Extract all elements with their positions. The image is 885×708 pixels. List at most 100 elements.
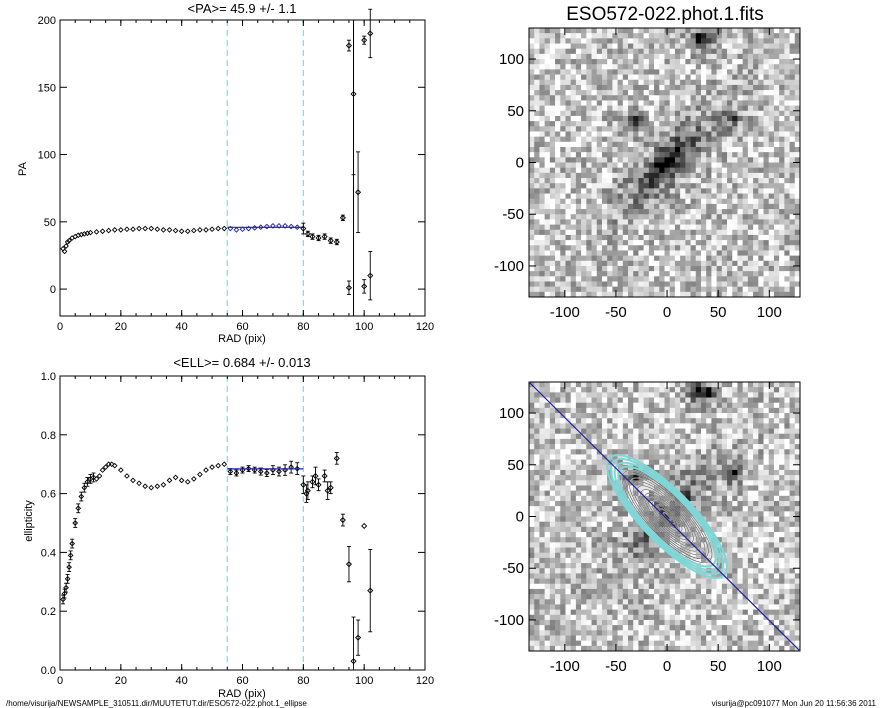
isophote-contour-edge bbox=[651, 500, 683, 533]
pa-outer-point bbox=[315, 234, 322, 242]
galaxy-image-panel: ESO572-022.phot.1.fits -100 -50 0 50 100 -100… bbox=[494, 4, 801, 321]
contour-image-xtick-label: 0 bbox=[663, 658, 671, 675]
ell-outer-point bbox=[327, 484, 334, 491]
footer-timestamp: visurija@pc091077 Mon Jun 20 11:56:36 20… bbox=[712, 699, 877, 708]
ell-profile-point bbox=[78, 493, 85, 500]
ell-profile-point bbox=[105, 461, 112, 468]
pa-profile-point bbox=[63, 243, 69, 249]
ell-fit-point bbox=[276, 468, 282, 475]
pa-profile-point bbox=[215, 225, 222, 232]
pa-profile-point bbox=[172, 227, 179, 234]
pa-profile-point bbox=[203, 227, 209, 233]
isophote-contour-edge bbox=[659, 508, 675, 525]
pa-profile-point bbox=[221, 225, 228, 232]
pa-ytick-label: 100 bbox=[38, 150, 56, 162]
ell-profile-point bbox=[84, 479, 91, 485]
ell-outer-point bbox=[339, 517, 346, 524]
isophote-contour-edge bbox=[648, 496, 687, 537]
ell-profile-point bbox=[166, 477, 173, 484]
ell-outer-point bbox=[312, 472, 319, 479]
pa-outer-point bbox=[361, 283, 368, 290]
pa-xtick-label: 20 bbox=[115, 321, 127, 333]
image-pixels bbox=[529, 28, 801, 298]
pa-profile-point bbox=[105, 227, 112, 234]
contour-image-ytick-label: 50 bbox=[507, 457, 524, 474]
pa-fit-point bbox=[276, 223, 282, 229]
ell-profile-point bbox=[197, 471, 203, 478]
pa-xtick-label: 60 bbox=[236, 321, 248, 333]
pa-profile-point bbox=[61, 248, 68, 255]
pa-profile-point bbox=[197, 227, 203, 233]
pa-profile-point bbox=[99, 228, 106, 235]
pa-profile-point bbox=[142, 225, 149, 232]
pa-outer-point bbox=[300, 225, 307, 232]
ell-profile-point bbox=[99, 467, 106, 473]
pa-plot-ylabel: PA bbox=[17, 161, 29, 176]
ell-ytick-label: 1.0 bbox=[41, 371, 56, 383]
contour-image-ytick-label: 100 bbox=[499, 405, 524, 422]
ell-outer-point bbox=[309, 478, 316, 485]
major-axis-line bbox=[528, 381, 801, 652]
image-xtick-label: 50 bbox=[710, 304, 727, 321]
pa-profile-point bbox=[184, 228, 191, 235]
ell-profile-point bbox=[96, 473, 103, 479]
contour-image-ytick-label: -100 bbox=[494, 612, 524, 629]
ell-xtick-label: 120 bbox=[416, 675, 434, 687]
image-ytick-label: 100 bbox=[499, 51, 524, 68]
ell-ytick-label: 0.2 bbox=[41, 606, 56, 618]
ell-xtick-label: 80 bbox=[297, 675, 309, 687]
pa-ytick-label: 200 bbox=[38, 15, 56, 27]
ell-ytick-label: 0.8 bbox=[41, 430, 56, 442]
pa-profile-point bbox=[93, 229, 100, 235]
pa-fit-point bbox=[257, 224, 264, 231]
ell-outer-point bbox=[303, 490, 310, 497]
pa-outer-point bbox=[309, 233, 316, 240]
ell-profile-point bbox=[72, 520, 79, 526]
pa-outer-point bbox=[339, 214, 346, 221]
ell-outer-point bbox=[321, 472, 328, 479]
ell-profile-point bbox=[90, 474, 97, 481]
isophote-contour-edge bbox=[636, 485, 698, 548]
isophote-contour-edge bbox=[621, 470, 713, 563]
ell-profile-point bbox=[203, 467, 209, 473]
ell-profile-point bbox=[148, 484, 155, 491]
ell-fit-point bbox=[294, 465, 301, 472]
ell-profile-point bbox=[154, 483, 161, 490]
ell-profile-point bbox=[66, 564, 72, 570]
pa-fit-point bbox=[233, 227, 240, 233]
contour-image-ytick-label: 0 bbox=[516, 509, 524, 526]
ellipticity-plot-ylabel: ellipticity bbox=[23, 500, 35, 542]
ell-profile-point bbox=[111, 462, 118, 469]
pa-profile-point bbox=[87, 229, 94, 236]
pa-fit-point bbox=[239, 226, 246, 233]
pa-ytick-label: 50 bbox=[44, 217, 56, 229]
pa-profile-point bbox=[178, 228, 185, 235]
ellipticity-plot: <ELL>= 0.684 +/- 0.013 RAD (pix) ellipti… bbox=[23, 355, 434, 700]
ell-profile-point bbox=[63, 584, 69, 591]
ell-profile-point bbox=[93, 476, 100, 482]
pa-profile-point bbox=[130, 226, 136, 233]
ell-profile-point bbox=[75, 505, 82, 512]
ell-profile-point bbox=[69, 540, 76, 547]
ell-profile-point bbox=[215, 462, 222, 469]
contour-image-panel: -100 -50 0 50 100 -100 -50 0 50 100 bbox=[494, 381, 801, 675]
image-ytick-label: 0 bbox=[516, 155, 524, 172]
ell-fit-point bbox=[233, 470, 240, 476]
ell-ytick-label: 0.4 bbox=[41, 547, 56, 559]
pa-profile-point bbox=[160, 227, 167, 233]
isophote-contour-edge bbox=[655, 504, 679, 529]
image-ytick-label: -100 bbox=[494, 258, 524, 275]
ell-profile-point bbox=[142, 483, 149, 490]
contour-image-xtick-label: 100 bbox=[757, 658, 782, 675]
image-xtick-label: 0 bbox=[663, 304, 671, 321]
contour-image-xtick-label: -100 bbox=[550, 658, 580, 675]
ell-profile-point bbox=[81, 484, 88, 491]
ell-profile-point bbox=[102, 464, 109, 470]
ell-profile-point bbox=[67, 552, 74, 559]
pa-profile-point bbox=[209, 226, 215, 233]
ell-outer-point bbox=[350, 658, 357, 665]
pa-profile-point bbox=[154, 226, 161, 233]
pa-top-point bbox=[367, 30, 374, 37]
pa-xtick-label: 0 bbox=[57, 321, 63, 333]
